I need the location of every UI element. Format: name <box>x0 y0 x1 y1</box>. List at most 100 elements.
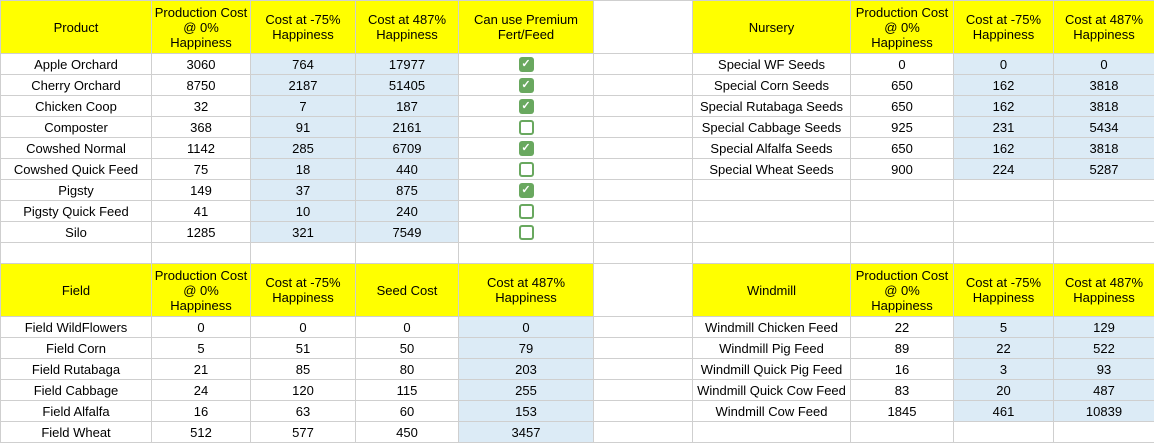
empty-cell[interactable] <box>953 179 1054 201</box>
row-label[interactable]: Chicken Coop <box>0 95 152 117</box>
row-label[interactable]: Field Cabbage <box>0 379 152 401</box>
value-cell[interactable]: 51 <box>250 337 356 359</box>
value-cell[interactable]: 162 <box>953 74 1054 96</box>
value-cell[interactable]: 10 <box>250 200 356 222</box>
value-cell[interactable]: 79 <box>458 337 594 359</box>
empty-cell[interactable] <box>850 221 954 243</box>
value-cell[interactable]: 32 <box>151 95 251 117</box>
empty-cell[interactable] <box>593 179 693 201</box>
value-cell[interactable]: 255 <box>458 379 594 401</box>
value-cell[interactable]: 0 <box>953 53 1054 75</box>
value-cell[interactable]: 0 <box>1053 53 1154 75</box>
value-cell[interactable]: 1285 <box>151 221 251 243</box>
value-cell[interactable]: 285 <box>250 137 356 159</box>
value-cell[interactable]: 577 <box>250 421 356 443</box>
value-cell[interactable]: 22 <box>850 316 954 338</box>
empty-cell[interactable] <box>593 158 693 180</box>
empty-cell[interactable] <box>850 200 954 222</box>
value-cell[interactable]: 18 <box>250 158 356 180</box>
value-cell[interactable]: 91 <box>250 116 356 138</box>
empty-cell[interactable] <box>692 421 851 443</box>
checkbox-cell[interactable]: ✓ <box>458 137 594 159</box>
value-cell[interactable]: 3457 <box>458 421 594 443</box>
value-cell[interactable]: 925 <box>850 116 954 138</box>
row-label[interactable]: Field Rutabaga <box>0 358 152 380</box>
value-cell[interactable]: 80 <box>355 358 459 380</box>
value-cell[interactable]: 5 <box>953 316 1054 338</box>
value-cell[interactable]: 240 <box>355 200 459 222</box>
value-cell[interactable]: 3 <box>953 358 1054 380</box>
value-cell[interactable]: 900 <box>850 158 954 180</box>
value-cell[interactable]: 2187 <box>250 74 356 96</box>
empty-cell[interactable] <box>850 242 954 264</box>
empty-cell[interactable] <box>458 242 594 264</box>
column-header[interactable]: Cost at -75% Happiness <box>953 263 1054 317</box>
empty-cell[interactable] <box>850 421 954 443</box>
value-cell[interactable]: 10839 <box>1053 400 1154 422</box>
column-header[interactable]: Cost at -75% Happiness <box>953 0 1054 54</box>
value-cell[interactable]: 0 <box>355 316 459 338</box>
checkbox-cell[interactable]: ✓ <box>458 179 594 201</box>
value-cell[interactable]: 3060 <box>151 53 251 75</box>
row-label[interactable]: Special WF Seeds <box>692 53 851 75</box>
value-cell[interactable]: 63 <box>250 400 356 422</box>
value-cell[interactable]: 115 <box>355 379 459 401</box>
empty-cell[interactable] <box>1053 200 1154 222</box>
value-cell[interactable]: 93 <box>1053 358 1154 380</box>
column-header[interactable]: Production Cost @ 0% Happiness <box>151 263 251 317</box>
value-cell[interactable]: 450 <box>355 421 459 443</box>
empty-cell[interactable] <box>593 400 693 422</box>
value-cell[interactable]: 1845 <box>850 400 954 422</box>
row-label[interactable]: Field Wheat <box>0 421 152 443</box>
checkbox-checked-icon[interactable]: ✓ <box>518 183 534 199</box>
empty-cell[interactable] <box>593 95 693 117</box>
value-cell[interactable]: 487 <box>1053 379 1154 401</box>
empty-cell[interactable] <box>953 221 1054 243</box>
checkbox-checked-icon[interactable]: ✓ <box>518 78 534 94</box>
checkbox-unchecked-icon[interactable] <box>518 120 534 136</box>
row-label[interactable]: Windmill Quick Pig Feed <box>692 358 851 380</box>
row-label[interactable]: Apple Orchard <box>0 53 152 75</box>
column-header[interactable]: Can use Premium Fert/Feed <box>458 0 594 54</box>
value-cell[interactable]: 764 <box>250 53 356 75</box>
row-label[interactable]: Special Wheat Seeds <box>692 158 851 180</box>
empty-cell[interactable] <box>953 242 1054 264</box>
value-cell[interactable]: 6709 <box>355 137 459 159</box>
value-cell[interactable]: 41 <box>151 200 251 222</box>
value-cell[interactable]: 120 <box>250 379 356 401</box>
value-cell[interactable]: 3818 <box>1053 137 1154 159</box>
empty-cell[interactable] <box>953 421 1054 443</box>
checkbox-checked-icon[interactable]: ✓ <box>518 141 534 157</box>
empty-cell[interactable] <box>593 421 693 443</box>
column-header[interactable]: Seed Cost <box>355 263 459 317</box>
value-cell[interactable]: 16 <box>850 358 954 380</box>
checkbox-unchecked-icon[interactable] <box>518 225 534 241</box>
value-cell[interactable]: 129 <box>1053 316 1154 338</box>
value-cell[interactable]: 650 <box>850 74 954 96</box>
value-cell[interactable]: 162 <box>953 137 1054 159</box>
column-header[interactable]: Cost at -75% Happiness <box>250 263 356 317</box>
row-label[interactable]: Pigsty <box>0 179 152 201</box>
column-header[interactable]: Windmill <box>692 263 851 317</box>
value-cell[interactable]: 37 <box>250 179 356 201</box>
empty-cell[interactable] <box>1053 421 1154 443</box>
value-cell[interactable]: 7 <box>250 95 356 117</box>
column-header[interactable]: Production Cost @ 0% Happiness <box>850 263 954 317</box>
value-cell[interactable]: 89 <box>850 337 954 359</box>
value-cell[interactable]: 8750 <box>151 74 251 96</box>
empty-cell[interactable] <box>593 316 693 338</box>
value-cell[interactable]: 60 <box>355 400 459 422</box>
row-label[interactable]: Field WildFlowers <box>0 316 152 338</box>
value-cell[interactable]: 321 <box>250 221 356 243</box>
value-cell[interactable]: 0 <box>250 316 356 338</box>
value-cell[interactable]: 875 <box>355 179 459 201</box>
checkbox-cell[interactable] <box>458 158 594 180</box>
value-cell[interactable]: 2161 <box>355 116 459 138</box>
empty-cell[interactable] <box>953 200 1054 222</box>
empty-cell[interactable] <box>692 221 851 243</box>
row-label[interactable]: Cherry Orchard <box>0 74 152 96</box>
empty-cell[interactable] <box>593 358 693 380</box>
value-cell[interactable]: 21 <box>151 358 251 380</box>
value-cell[interactable]: 368 <box>151 116 251 138</box>
value-cell[interactable]: 17977 <box>355 53 459 75</box>
